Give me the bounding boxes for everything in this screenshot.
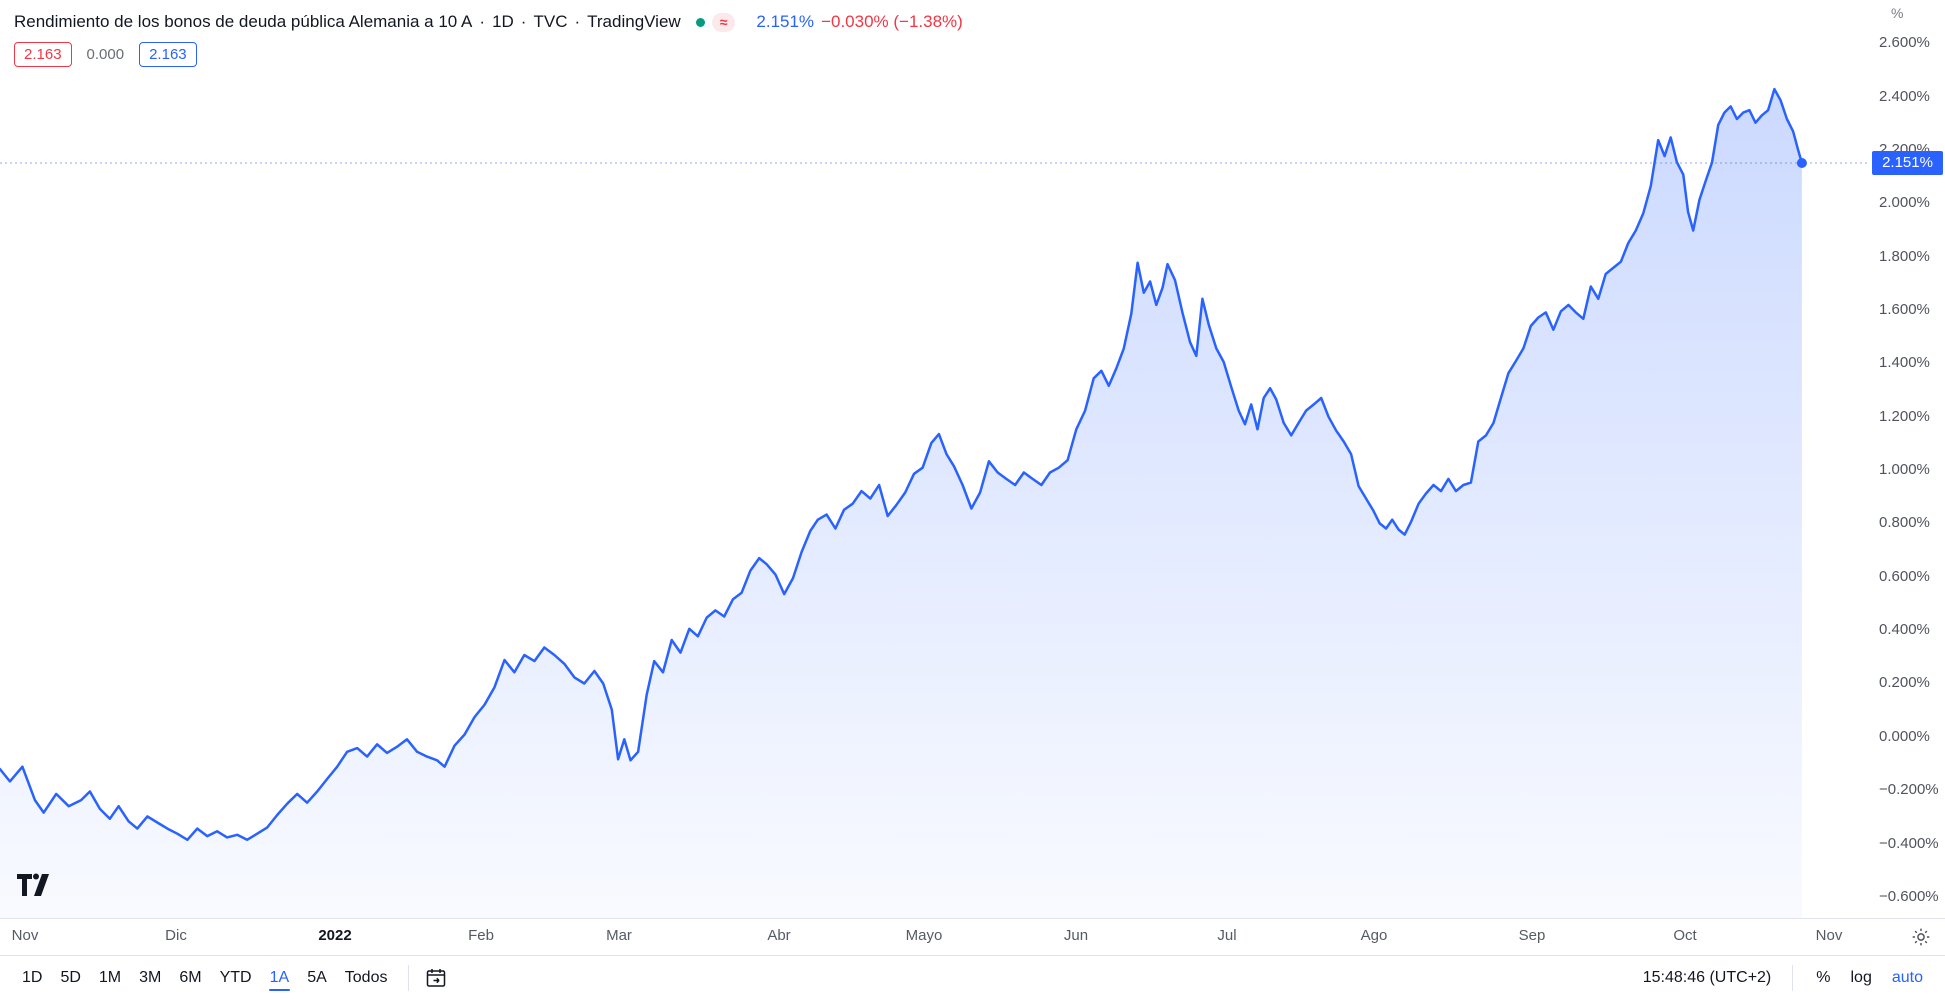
time-axis-tick: Ago (1360, 927, 1388, 944)
bottom-toolbar: 1D 5D 1M 3M 6M YTD 1A 5A Todos 15:48:46 (UTC+2) … (0, 955, 1945, 1000)
range-button-todos[interactable]: Todos (337, 964, 396, 992)
exchange-label: TVC (533, 12, 568, 31)
gear-icon (1912, 928, 1930, 946)
toolbar-divider (408, 965, 410, 991)
values-row: 2.163 0.000 2.163 (14, 42, 963, 67)
range-button-group: 1D 5D 1M 3M 6M YTD 1A 5A Todos (14, 964, 395, 992)
auto-scale-button[interactable]: auto (1884, 964, 1931, 992)
time-axis-tick: Oct (1673, 927, 1697, 944)
price-axis-tick: 0.000% (1879, 727, 1930, 745)
last-value: 2.151% (756, 12, 815, 31)
price-axis-tick: 0.600% (1879, 567, 1930, 585)
range-button-5d[interactable]: 5D (52, 964, 88, 992)
toolbar-divider (1792, 965, 1794, 991)
symbol-title[interactable]: Rendimiento de los bonos de deuda públic… (14, 12, 473, 31)
price-axis-tick: 1.200% (1879, 407, 1930, 425)
time-axis-tick: Feb (468, 927, 494, 944)
series-area (0, 89, 1802, 918)
tradingview-logo[interactable] (15, 870, 51, 904)
value-badge-red: 2.163 (14, 42, 72, 67)
range-button-ytd[interactable]: YTD (212, 964, 260, 992)
provider-label: TradingView (587, 12, 681, 31)
calendar-arrow-icon (427, 969, 446, 987)
price-axis-tick: 1.400% (1879, 354, 1930, 372)
value-badge-plain: 0.000 (86, 43, 125, 66)
time-axis-tick: Mar (606, 927, 632, 944)
current-price-label: 2.151% (1872, 151, 1943, 175)
time-axis-tick: 2022 (318, 927, 352, 944)
range-button-3m[interactable]: 3M (131, 964, 169, 992)
range-button-1m[interactable]: 1M (91, 964, 129, 992)
legend-separator: · (479, 12, 486, 31)
tradingview-logo-icon (17, 873, 49, 896)
interval-label[interactable]: 1D (492, 12, 514, 31)
price-axis-tick: −0.600% (1879, 887, 1939, 905)
price-axis-tick: 0.200% (1879, 674, 1930, 692)
price-axis-tick: −0.200% (1879, 781, 1939, 799)
price-axis-tick: −0.400% (1879, 834, 1939, 852)
time-axis-tick: Jun (1063, 927, 1089, 944)
time-axis-tick: Mayo (905, 927, 943, 944)
legend-main-row: Rendimiento de los bonos de deuda públic… (14, 10, 963, 34)
price-axis-tick: 1.000% (1879, 461, 1930, 479)
go-to-date-button[interactable] (422, 964, 450, 992)
price-axis-tick: 0.800% (1879, 514, 1930, 532)
price-axis-tick: 1.800% (1879, 247, 1930, 265)
clock-display[interactable]: 15:48:46 (UTC+2) (1642, 969, 1772, 986)
price-axis-tick: 2.000% (1879, 194, 1930, 212)
approx-data-icon: ≈ (711, 12, 736, 32)
time-axis-tick: Abr (767, 927, 791, 944)
series-line (0, 87, 1804, 842)
price-axis-tick: 2.600% (1879, 34, 1930, 52)
price-axis-tick: 0.400% (1879, 621, 1930, 639)
last-price-dot (1796, 158, 1807, 168)
time-axis-tick: Dic (165, 927, 187, 944)
legend-separator: · (520, 12, 527, 31)
axis-settings-button[interactable] (1910, 926, 1932, 948)
price-axis-tick: 1.600% (1879, 301, 1930, 318)
price-axis[interactable]: % 2.151% 2.600% 2.400% 2.200% 2.000% 1.800% 1… (1872, 0, 1945, 918)
time-axis[interactable]: Nov Dic 2022 Feb Mar Abr Mayo Jun Jul Ago Sep Oct No… (0, 918, 1945, 955)
log-scale-button[interactable]: log (1843, 964, 1880, 992)
legend: Rendimiento de los bonos de deuda públic… (14, 10, 963, 67)
time-axis-tick: Nov (11, 927, 39, 944)
plot-area[interactable] (0, 0, 1945, 918)
range-buttons: 1D 5D 1M 3M 6M YTD 1A 5A Todos (14, 964, 450, 992)
range-button-6m[interactable]: 6M (171, 964, 209, 992)
time-axis-tick: Jul (1217, 927, 1237, 944)
time-axis-tick: Sep (1518, 927, 1546, 944)
change-value: −0.030% (−1.38%) (821, 12, 963, 31)
legend-separator: · (574, 12, 581, 31)
range-button-1d[interactable]: 1D (14, 964, 50, 992)
range-button-5a[interactable]: 5A (299, 964, 335, 992)
market-status-dot (695, 17, 705, 27)
price-axis-unit: % (1891, 5, 1904, 21)
value-badge-blue: 2.163 (139, 42, 197, 67)
time-axis-tick: Nov (1815, 927, 1843, 944)
range-button-1a[interactable]: 1A (262, 964, 298, 992)
price-axis-tick: 2.400% (1879, 87, 1930, 105)
percent-scale-button[interactable]: % (1808, 964, 1838, 992)
toolbar-right: 15:48:46 (UTC+2) % log auto (1637, 964, 1931, 992)
